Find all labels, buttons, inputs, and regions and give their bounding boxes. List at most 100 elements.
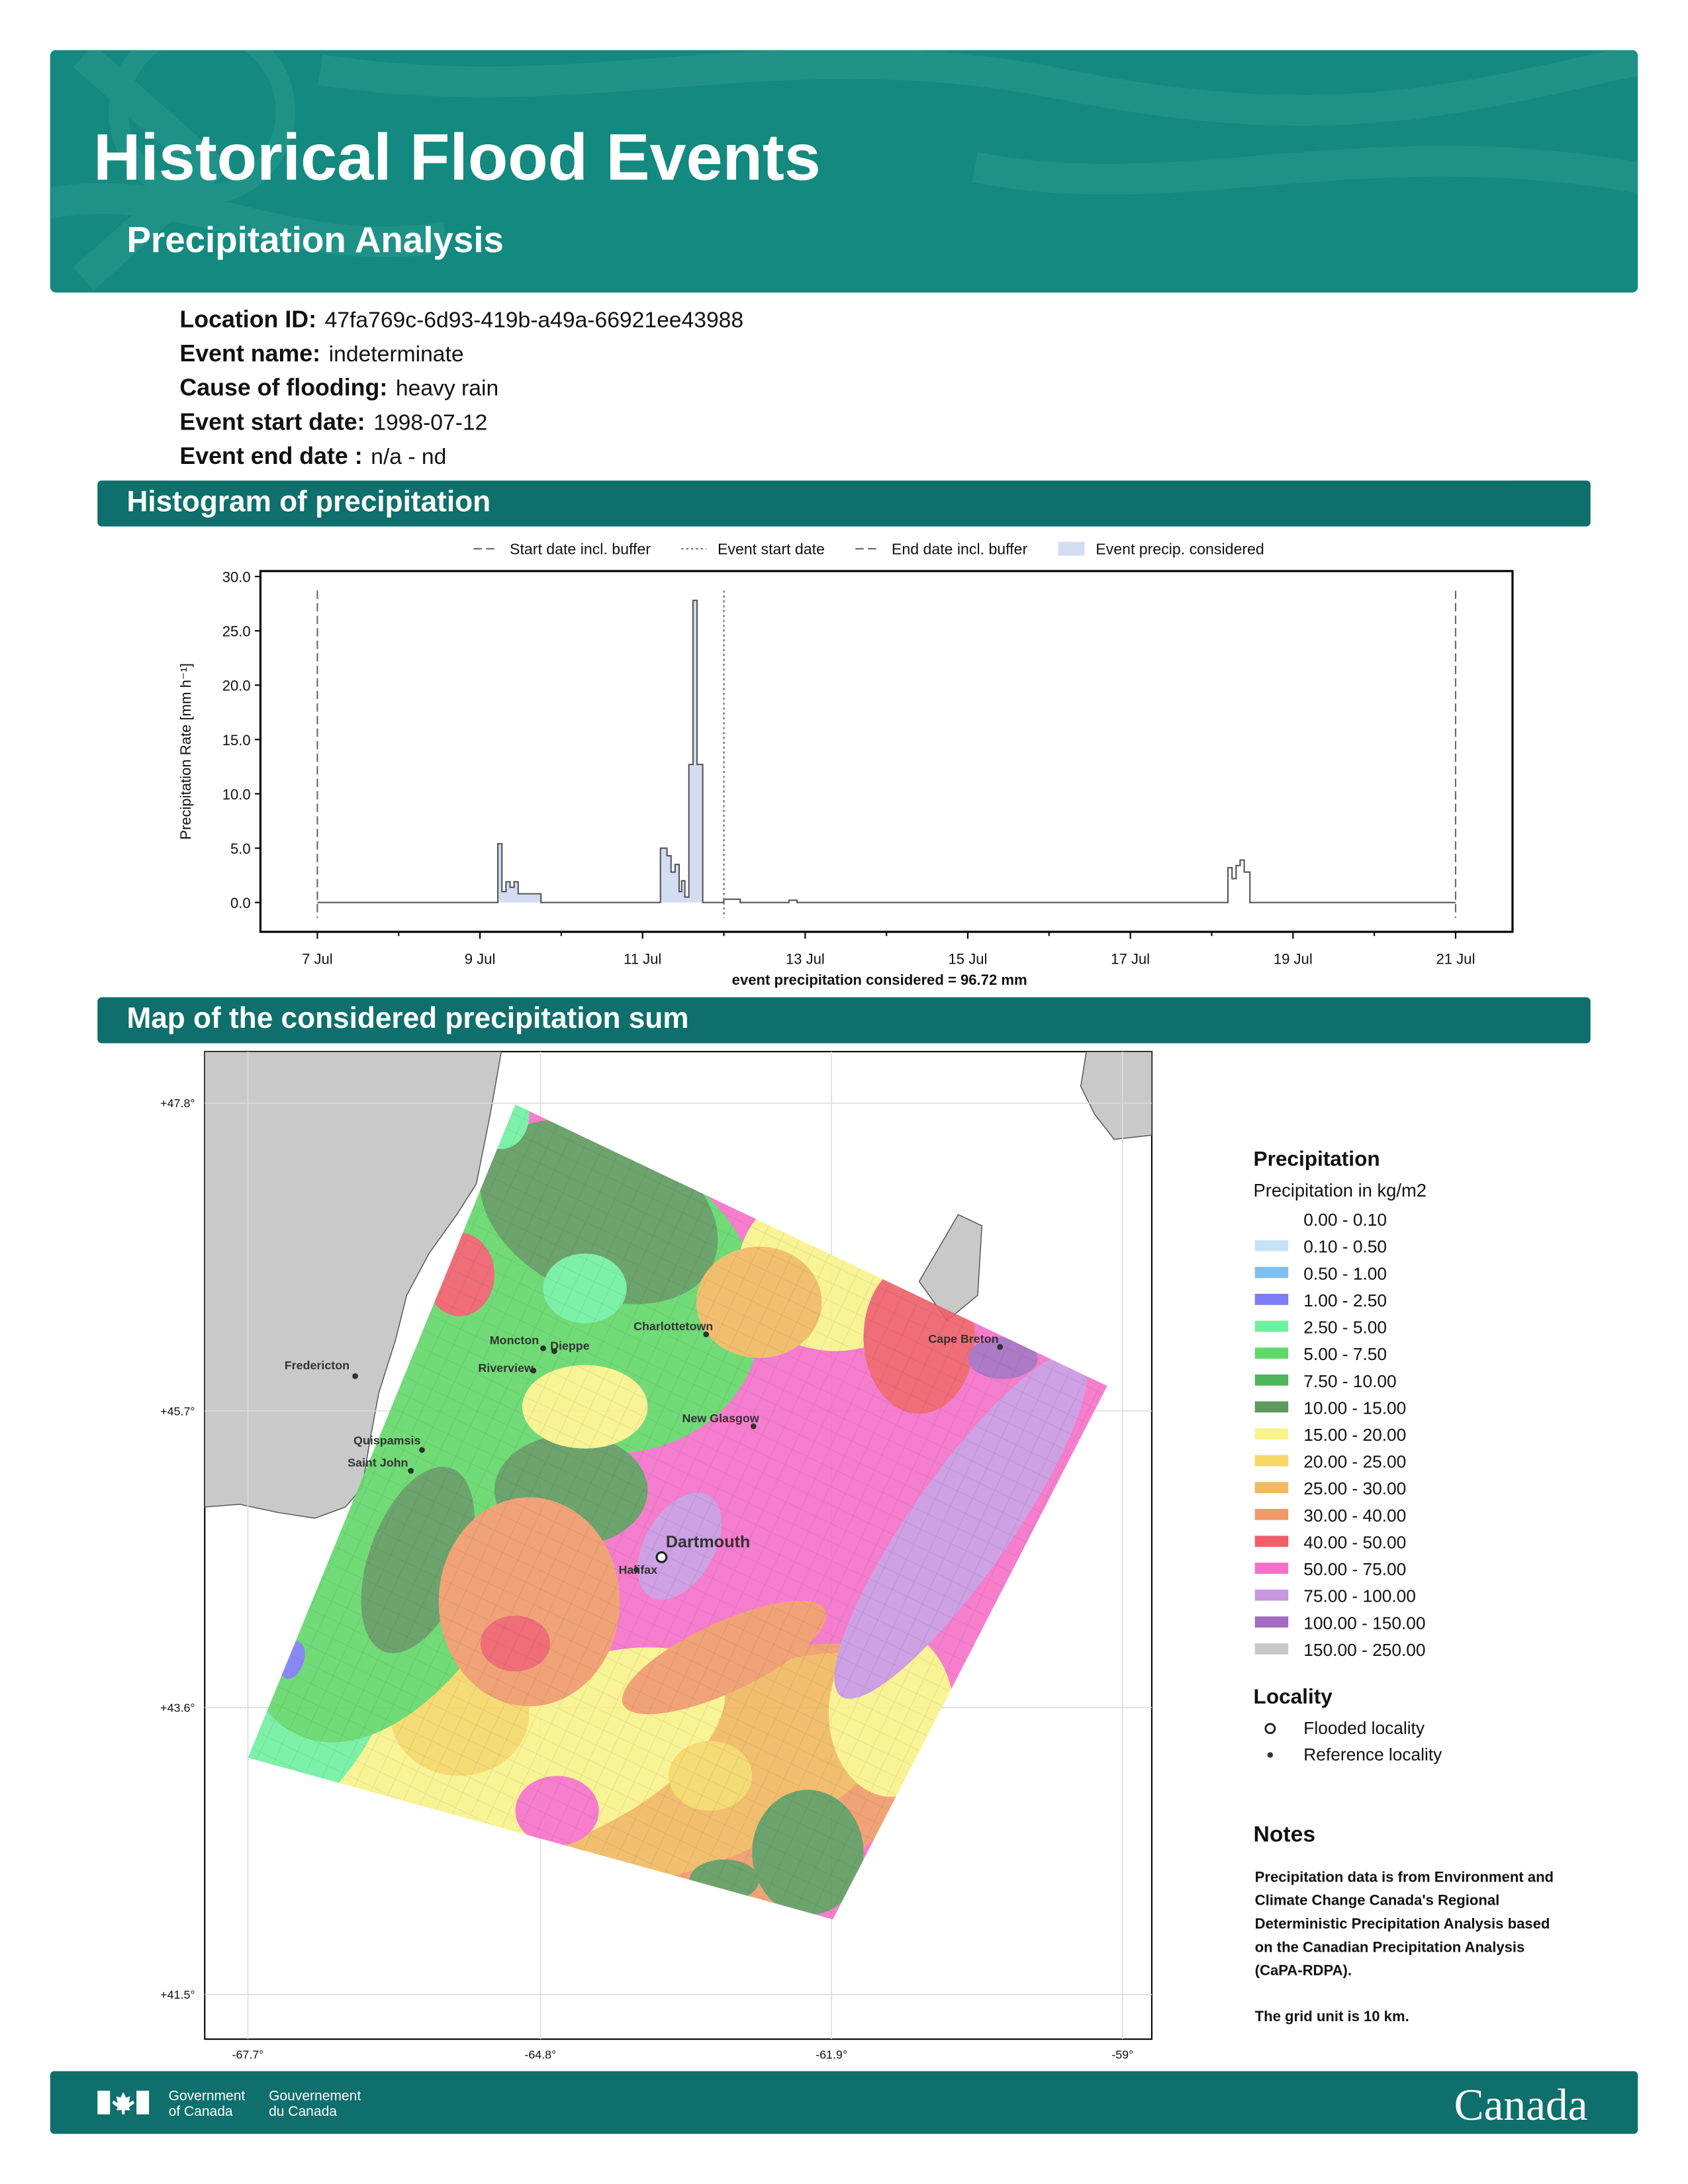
legend-swatch [1254, 1482, 1289, 1494]
reference-locality [540, 1345, 546, 1351]
legend-label: 50.00 - 75.00 [1303, 1559, 1406, 1579]
section-bar [97, 480, 1591, 527]
y-axis-label: Precipitation Rate [mm h⁻¹] [177, 663, 194, 840]
notes-footnote: The grid unit is 10 km. [1255, 2008, 1409, 2025]
legend-swatch [1254, 1240, 1289, 1251]
info-label: Event end date : [179, 443, 362, 469]
y-tick-label: 20.0 [222, 678, 251, 694]
canada-flag [97, 2090, 150, 2115]
legend-swatch [1254, 1508, 1289, 1520]
y-tick-label: 10.0 [222, 786, 251, 803]
locality-label: Halifax [618, 1563, 657, 1576]
legend-swatch [1254, 1401, 1289, 1413]
legend-label: Event precip. considered [1096, 541, 1264, 558]
legend-swatch [1267, 1752, 1274, 1758]
legend-swatch [1254, 1213, 1289, 1224]
precipitation-map: +47.8° +45.7° +43.6° +41.5° -67.7° -64.8° -61.… [160, 1050, 1153, 2062]
canada-wordmark: Canada [1454, 2080, 1588, 2130]
x-tick-label: 21 Jul [1436, 950, 1475, 967]
reference-locality [551, 1348, 557, 1354]
y-tick-label: 15.0 [222, 732, 251, 749]
locality-label: Charlottetown [633, 1320, 713, 1333]
info-label: Cause of flooding: [179, 375, 387, 401]
reference-locality [703, 1331, 710, 1338]
legend-label: Start date incl. buffer [510, 541, 651, 558]
legend-swatch [1058, 541, 1085, 556]
info-label: Event name: [179, 340, 320, 367]
locality-label: Fredericton [285, 1359, 350, 1372]
legend-swatch [1254, 1293, 1289, 1305]
locality-label: Dieppe [550, 1339, 590, 1352]
lon-label: -64.8° [524, 2048, 556, 2062]
legend-swatch [1254, 1563, 1289, 1574]
legend-label: 10.00 - 15.00 [1303, 1398, 1406, 1418]
legend-label: 0.00 - 0.10 [1303, 1210, 1387, 1230]
reference-locality [408, 1468, 414, 1474]
locality-label: Quispamsis [353, 1433, 420, 1447]
legend-swatch [1254, 1320, 1289, 1332]
legend-label: 0.50 - 1.00 [1303, 1263, 1387, 1283]
lon-label: -61.9° [816, 2048, 847, 2062]
notes-line: (CaPA-RDPA). [1255, 1962, 1352, 1979]
legend-swatch [1254, 1643, 1289, 1655]
section-bar [97, 997, 1591, 1044]
legend-label: 1.00 - 2.50 [1303, 1291, 1387, 1310]
info-row: Location ID: 47fa769c-6d93-419b-a49a-6692… [179, 306, 743, 333]
x-tick-label: 15 Jul [949, 950, 988, 967]
header-banner: Historical Flood Events Precipitation An… [50, 50, 1638, 293]
lon-label: -59° [1111, 2048, 1133, 2062]
legend-label: 2.50 - 5.00 [1303, 1318, 1387, 1338]
locality-label: Saint John [348, 1456, 408, 1469]
legend-swatch [1264, 1723, 1276, 1735]
legend-label: 7.50 - 10.00 [1303, 1371, 1396, 1391]
legend-label: 100.00 - 150.00 [1303, 1613, 1425, 1633]
legend-swatch [1254, 1455, 1289, 1467]
legend-label: 25.00 - 30.00 [1303, 1479, 1406, 1498]
locality-label: Moncton [490, 1334, 539, 1347]
plot-frame [259, 570, 1514, 933]
legend-swatch [1254, 1347, 1289, 1359]
notes-title: Notes [1254, 1822, 1316, 1846]
footer-bg [50, 2071, 1638, 2134]
info-row: Cause of flooding: heavy rain [179, 375, 498, 401]
legend-label: 5.00 - 7.50 [1303, 1344, 1387, 1364]
legend-label: 20.00 - 25.00 [1303, 1452, 1406, 1472]
reference-locality [633, 1567, 639, 1573]
locality-label: Dartmouth [666, 1533, 751, 1551]
notes-line: on the Canadian Precipitation Analysis [1255, 1938, 1525, 1955]
legend-label: Reference locality [1303, 1745, 1442, 1764]
legend-swatch [1254, 1428, 1289, 1439]
legend-label: End date incl. buffer [892, 541, 1028, 558]
legend-label: Event start date [718, 541, 825, 558]
banner-waves [50, 50, 1638, 291]
y-tick-label: 5.0 [230, 841, 251, 857]
page-title: Historical Flood Events [93, 120, 821, 193]
x-tick-label: 19 Jul [1274, 950, 1313, 967]
lat-label: +47.8° [160, 1097, 195, 1110]
info-row: Event start date: 1998-07-12 [179, 408, 487, 435]
section-heading: Map of the considered precipitation sum [126, 1002, 688, 1034]
footer-line: du Canada [269, 2104, 337, 2119]
lat-labels: +47.8° +45.7° +43.6° +41.5° -67.7° -64.8° -61.… [160, 1097, 1133, 2061]
info-row: Event name: indeterminate [179, 340, 463, 367]
lat-label: +45.7° [160, 1404, 195, 1418]
locality-label: Riverview [478, 1361, 534, 1375]
footer: Government of Canada Gouvernement du Canad… [50, 2071, 1638, 2134]
reference-locality [530, 1367, 537, 1374]
histogram-chart: Start date incl. buffer Event start date E… [177, 541, 1514, 988]
legend-swatch [1254, 1616, 1289, 1628]
legend-label: 150.00 - 250.00 [1303, 1640, 1425, 1660]
legend-title: Locality [1254, 1684, 1333, 1708]
x-axis-label: event precipitation considered = 96.72 m… [732, 972, 1027, 988]
lon-label: -67.7° [232, 2048, 264, 2062]
footer-line: of Canada [169, 2104, 233, 2119]
precip-line [317, 600, 1456, 903]
land [205, 1051, 1152, 1519]
page-subtitle: Precipitation Analysis [126, 219, 503, 260]
info-label: Location ID: [179, 306, 316, 333]
gov-en: Government of Canada [169, 2089, 246, 2119]
legend-label: 40.00 - 50.00 [1303, 1532, 1406, 1552]
x-tick-label: 7 Jul [302, 950, 333, 967]
localities: Dartmouth Halifax Charlottetown Moncton Diep… [285, 1320, 1003, 1576]
